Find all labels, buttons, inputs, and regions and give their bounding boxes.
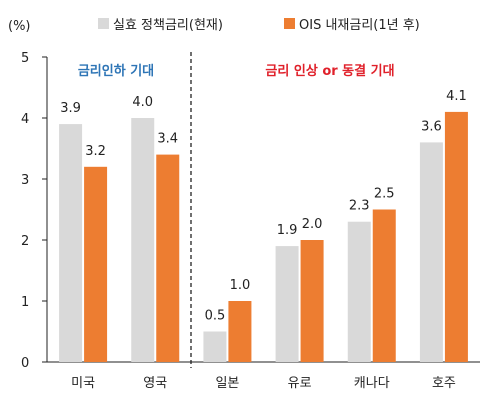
bar-current-rate bbox=[131, 118, 155, 362]
bar-ois-rate bbox=[300, 240, 324, 362]
annotation-hike-or-hold: 금리 인상 or 동결 기대 bbox=[265, 63, 394, 79]
category-label: 영국 bbox=[143, 376, 167, 391]
data-label: 0.5 bbox=[205, 309, 226, 324]
y-unit-label: (%) bbox=[8, 19, 31, 34]
legend: 실효 정책금리(현재) OIS 내재금리(1년 후) bbox=[98, 18, 420, 33]
data-label: 3.9 bbox=[60, 101, 81, 116]
legend-swatch-current bbox=[98, 18, 109, 29]
bar-current-rate bbox=[419, 142, 443, 362]
bar-ois-rate bbox=[228, 301, 252, 362]
data-label: 3.6 bbox=[421, 119, 442, 134]
data-label: 1.9 bbox=[277, 223, 298, 238]
legend-label-current: 실효 정책금리(현재) bbox=[113, 18, 223, 33]
bar-ois-rate bbox=[84, 166, 108, 362]
category-label: 유로 bbox=[288, 376, 312, 391]
category-labels: 미국 영국 일본 유로 캐나다 호주 bbox=[71, 376, 456, 391]
data-label: 2.3 bbox=[349, 199, 370, 214]
y-tick-label: 1 bbox=[21, 295, 29, 310]
category-label: 캐나다 bbox=[354, 376, 390, 391]
legend-swatch-ois bbox=[284, 18, 295, 29]
data-label: 4.1 bbox=[446, 89, 467, 104]
bar-current-rate bbox=[275, 246, 299, 362]
y-tick-label: 4 bbox=[21, 112, 29, 127]
data-label: 3.4 bbox=[157, 132, 178, 147]
category-label: 호주 bbox=[432, 376, 456, 391]
y-tick-label: 3 bbox=[21, 173, 29, 188]
annotation-rate-cut: 금리인하 기대 bbox=[78, 63, 154, 79]
legend-label-ois: OIS 내재금리(1년 후) bbox=[299, 18, 420, 33]
data-label: 2.5 bbox=[374, 187, 395, 202]
bar-ois-rate bbox=[372, 209, 396, 362]
y-axis: 0 1 2 3 4 5 bbox=[21, 51, 480, 371]
bars bbox=[59, 111, 468, 363]
y-tick-label: 5 bbox=[21, 51, 29, 66]
data-labels: 3.9 3.2 4.0 3.4 0.5 1.0 1.9 2.0 2.3 2.5 3.6 4.1 bbox=[60, 89, 467, 324]
category-label: 일본 bbox=[215, 376, 239, 391]
y-tick-label: 0 bbox=[21, 356, 29, 371]
data-label: 1.0 bbox=[230, 278, 251, 293]
bar-current-rate bbox=[59, 124, 83, 362]
data-label: 4.0 bbox=[132, 95, 153, 110]
y-tick-label: 2 bbox=[21, 234, 29, 249]
bar-ois-rate bbox=[156, 154, 180, 362]
data-label: 3.2 bbox=[85, 144, 106, 159]
bar-current-rate bbox=[203, 331, 227, 362]
data-label: 2.0 bbox=[302, 217, 323, 232]
bar-ois-rate bbox=[444, 111, 468, 363]
bar-current-rate bbox=[347, 221, 371, 362]
category-label: 미국 bbox=[71, 376, 95, 391]
